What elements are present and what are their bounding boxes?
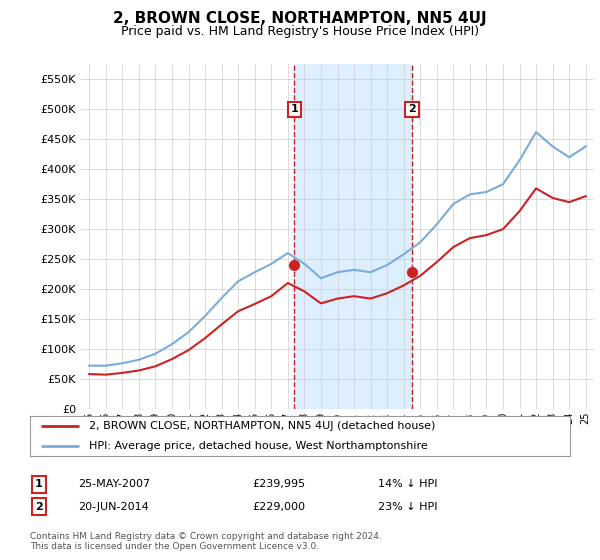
- Text: 20-JUN-2014: 20-JUN-2014: [78, 502, 149, 512]
- Text: 2: 2: [408, 104, 416, 114]
- Text: 2: 2: [35, 502, 43, 512]
- Text: HPI: Average price, detached house, West Northamptonshire: HPI: Average price, detached house, West…: [89, 441, 428, 451]
- Text: 2, BROWN CLOSE, NORTHAMPTON, NN5 4UJ: 2, BROWN CLOSE, NORTHAMPTON, NN5 4UJ: [113, 11, 487, 26]
- Text: 1: 1: [35, 479, 43, 489]
- Text: 2, BROWN CLOSE, NORTHAMPTON, NN5 4UJ (detached house): 2, BROWN CLOSE, NORTHAMPTON, NN5 4UJ (de…: [89, 421, 436, 431]
- Text: £229,000: £229,000: [252, 502, 305, 512]
- Text: Price paid vs. HM Land Registry's House Price Index (HPI): Price paid vs. HM Land Registry's House …: [121, 25, 479, 38]
- Text: 1: 1: [290, 104, 298, 114]
- Text: 23% ↓ HPI: 23% ↓ HPI: [378, 502, 437, 512]
- Text: 14% ↓ HPI: 14% ↓ HPI: [378, 479, 437, 489]
- Text: 25-MAY-2007: 25-MAY-2007: [78, 479, 150, 489]
- Text: Contains HM Land Registry data © Crown copyright and database right 2024.
This d: Contains HM Land Registry data © Crown c…: [30, 532, 382, 552]
- Bar: [295, 64, 412, 409]
- Text: £239,995: £239,995: [252, 479, 305, 489]
